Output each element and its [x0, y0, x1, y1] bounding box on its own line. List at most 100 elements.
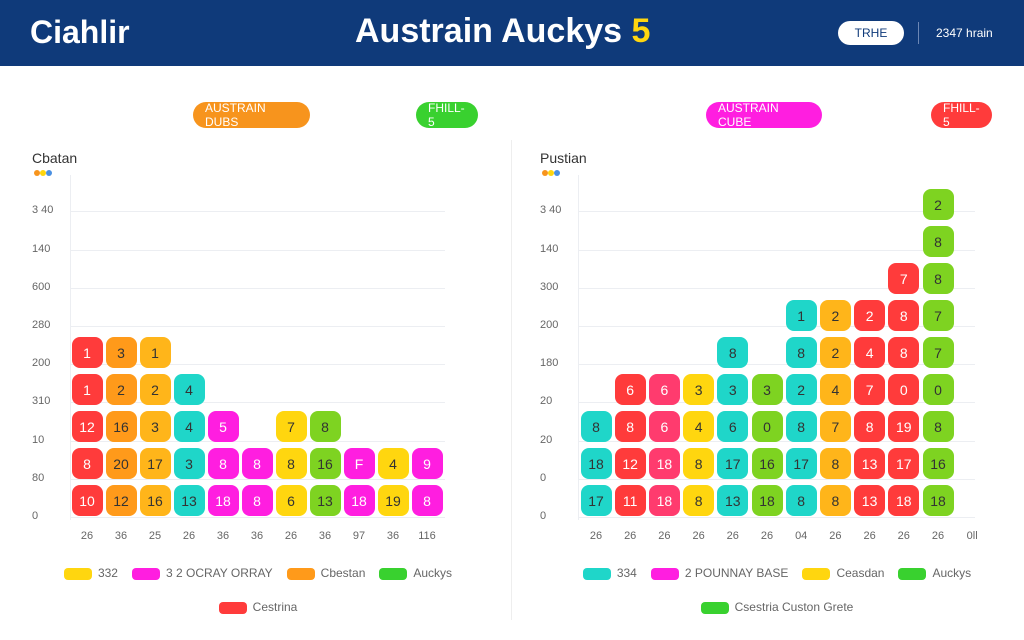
tile: 8 [309, 411, 341, 442]
grid-line [70, 402, 445, 404]
x-label: 26 [589, 530, 603, 542]
x-label: 25 [148, 530, 162, 542]
grid-line [70, 440, 445, 442]
legend-swatch [802, 567, 831, 580]
legend-label: Auckys [413, 566, 453, 580]
button[interactable]: TRHE [838, 21, 904, 45]
tile: 18 [207, 485, 239, 516]
dot [548, 170, 554, 176]
y-label: 3 40 [32, 204, 54, 217]
tile: 17 [580, 485, 612, 516]
tile: 8 [819, 485, 851, 516]
panel-title: Pustian [540, 150, 587, 166]
x-label: 36 [386, 530, 400, 542]
legend-item: Csestria Custon Grete [700, 600, 853, 614]
tile: 16 [105, 411, 137, 442]
tile: 9 [411, 448, 443, 479]
x-label: 26 [863, 530, 876, 542]
x-label: 26 [760, 530, 774, 542]
grid-line [70, 326, 445, 327]
y-label: 280 [32, 319, 51, 331]
legend-item: Auckys [898, 566, 971, 580]
legend-swatch [131, 567, 160, 580]
tile: 18 [751, 485, 783, 516]
legend-item: 3 2 OCRAY ORRAY [131, 566, 273, 580]
tile: 13 [717, 485, 749, 516]
tile: 17 [888, 448, 920, 479]
tile: 17 [717, 448, 749, 479]
tile: 8 [411, 485, 443, 516]
legend-swatch [63, 567, 92, 580]
tile: 8 [888, 337, 920, 368]
tile: 4 [173, 374, 205, 405]
tile: 2 [139, 374, 171, 405]
dot [554, 170, 560, 176]
y-label: 600 [32, 280, 51, 293]
tile: 16 [309, 448, 341, 479]
tile: 10 [71, 485, 103, 516]
tile: 6 [614, 374, 646, 405]
tile: 16 [922, 448, 954, 479]
legend-item: Cbestan [286, 566, 365, 580]
tile: 13 [173, 485, 205, 516]
badge[interactable]: FHILL-5 [416, 101, 478, 129]
tile: 1 [785, 300, 817, 331]
tile: 11 [614, 485, 646, 516]
tile: 12 [614, 448, 646, 479]
tile: 18 [888, 485, 920, 516]
tile: 8 [854, 411, 886, 442]
tile: 6 [648, 411, 680, 442]
grid-line [70, 478, 445, 480]
grid-line [70, 287, 445, 289]
tile: 17 [785, 448, 817, 479]
x-label: 0ll [966, 530, 978, 542]
tile: 3 [751, 374, 783, 405]
y-label: 0 [32, 510, 39, 522]
tile: 17 [139, 448, 171, 479]
tile: 2 [819, 300, 851, 331]
tile: 8 [241, 448, 273, 479]
tile: 8 [207, 448, 239, 479]
x-label: 26 [692, 530, 705, 542]
tile: 16 [139, 485, 171, 516]
tile: 16 [751, 448, 783, 479]
tile: 4 [819, 374, 851, 405]
x-label: 26 [829, 530, 842, 542]
legend-label: 2 POUNNAY BASE [684, 566, 789, 580]
legend: 334 2 POUNNAY BASE Ceasdan Auckys [577, 566, 977, 580]
x-label: 26 [931, 530, 945, 542]
legend-swatch [286, 567, 315, 580]
tile: 12 [105, 485, 137, 516]
x-label: 26 [624, 530, 637, 542]
y-label: 300 [540, 280, 559, 293]
badge[interactable]: AUSTRAIN CUBE [706, 101, 822, 129]
divider [918, 22, 919, 44]
badge[interactable]: AUSTRAIN DUBS [193, 101, 310, 129]
badge[interactable]: FHILL-5 [931, 101, 992, 129]
legend-item: 334 [582, 566, 637, 580]
tile: 18 [648, 448, 680, 479]
legend: 332 3 2 OCRAY ORRAY Cbestan Auckys [58, 566, 458, 580]
tile: 1 [71, 337, 103, 368]
grid-line [578, 287, 975, 289]
tile: 8 [717, 337, 749, 368]
tile: 7 [922, 300, 954, 331]
tile: 2 [105, 374, 137, 405]
x-label: 26 [284, 530, 298, 542]
tile: 3 [139, 411, 171, 442]
x-label: 26 [182, 530, 196, 542]
tile: 8 [275, 448, 307, 479]
tile: 5 [207, 411, 239, 442]
tile: 12 [71, 411, 103, 442]
y-label: 20 [540, 395, 553, 408]
tile: 8 [241, 485, 273, 516]
tile: 3 [683, 374, 715, 405]
panel-title: Cbatan [32, 150, 78, 166]
legend-item: 2 POUNNAY BASE [650, 566, 789, 580]
legend-item: 332 [63, 566, 118, 580]
tile: 18 [648, 485, 680, 516]
panel-divider [511, 140, 512, 620]
tile: 13 [854, 448, 886, 479]
tile: 8 [683, 485, 715, 516]
